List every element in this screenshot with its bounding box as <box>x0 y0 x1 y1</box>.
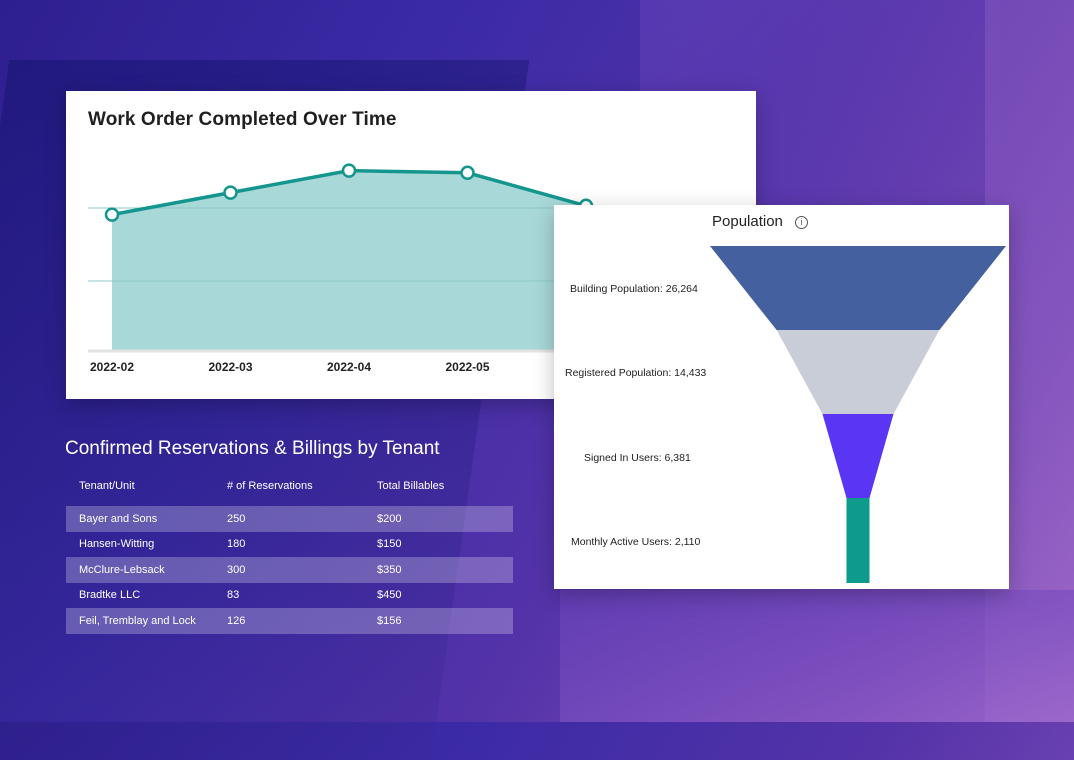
data-point <box>223 185 238 200</box>
table-row[interactable]: Bayer and Sons 250 $200 <box>66 506 513 532</box>
data-point <box>460 165 475 181</box>
chart-title: Work Order Completed Over Time <box>88 109 397 130</box>
funnel-segment <box>846 498 870 583</box>
population-funnel-card: Population i Building Population: 26,264… <box>554 205 1009 589</box>
funnel-label-registered: Registered Population: 14,433 <box>565 367 707 379</box>
cell-reservations: 250 <box>214 506 364 532</box>
cell-tenant: Bradtke LLC <box>79 589 141 602</box>
data-point <box>341 163 357 178</box>
cell-reservations: 180 <box>227 538 246 551</box>
table-title: Confirmed Reservations & Billings by Ten… <box>65 438 440 459</box>
background-shape <box>560 590 1074 722</box>
x-tick-label: 2022-04 <box>327 360 371 374</box>
column-header-billables[interactable]: Total Billables <box>377 480 445 492</box>
x-tick-label: 2022-02 <box>90 360 134 374</box>
funnel-label-monthly-active: Monthly Active Users: 2,110 <box>571 536 701 548</box>
table-row[interactable]: Bradtke LLC 83 $450 <box>66 583 513 609</box>
funnel-segment <box>710 246 1006 330</box>
cell-billables: $450 <box>377 589 402 602</box>
column-header-tenant[interactable]: Tenant/Unit <box>79 480 135 492</box>
cell-billables: $350 <box>364 557 513 583</box>
funnel-segment <box>776 330 940 414</box>
area-fill <box>112 170 586 351</box>
table-row[interactable]: Feil, Tremblay and Lock 126 $156 <box>66 608 513 634</box>
x-tick-label: 2022-03 <box>208 360 252 374</box>
info-icon[interactable]: i <box>795 216 808 229</box>
cell-reservations: 126 <box>214 608 364 634</box>
funnel-label-signed-in: Signed In Users: 6,381 <box>584 452 691 464</box>
table-row[interactable]: Hansen-Witting 180 $150 <box>66 532 513 558</box>
population-funnel <box>710 246 1006 583</box>
cell-tenant: McClure-Lebsack <box>66 557 214 583</box>
cell-billables: $200 <box>364 506 513 532</box>
x-tick-label: 2022-05 <box>445 360 489 374</box>
cell-billables: $150 <box>377 538 402 551</box>
funnel-title: Population <box>712 213 783 230</box>
cell-billables: $156 <box>364 608 513 634</box>
funnel-segment <box>822 414 894 498</box>
cell-tenant: Feil, Tremblay and Lock <box>66 608 214 634</box>
column-header-reservations[interactable]: # of Reservations <box>227 480 313 492</box>
cell-tenant: Bayer and Sons <box>66 506 214 532</box>
data-point <box>104 207 120 222</box>
tenant-table: Tenant/Unit # of Reservations Total Bill… <box>66 474 513 634</box>
cell-reservations: 300 <box>214 557 364 583</box>
cell-reservations: 83 <box>227 589 240 602</box>
cell-tenant: Hansen-Witting <box>79 538 155 551</box>
funnel-label-building: Building Population: 26,264 <box>570 283 698 295</box>
table-header-row: Tenant/Unit # of Reservations Total Bill… <box>66 474 513 506</box>
table-row[interactable]: McClure-Lebsack 300 $350 <box>66 557 513 583</box>
